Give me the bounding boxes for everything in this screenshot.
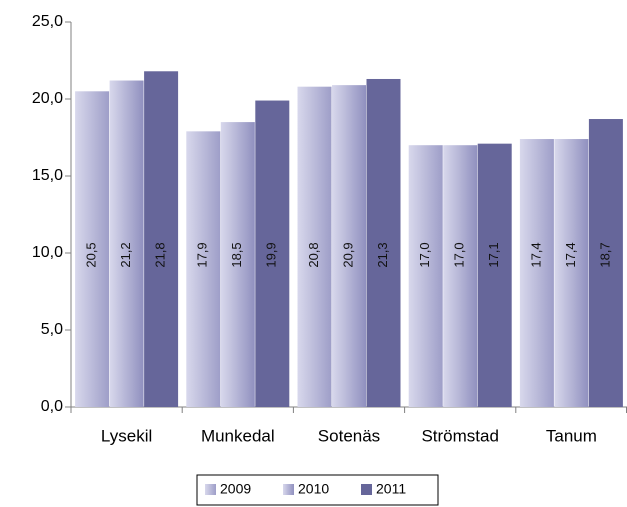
y-tick-label: 25,0 xyxy=(32,13,63,30)
value-label: 21,2 xyxy=(118,242,133,267)
x-tick-label: Tanum xyxy=(546,426,597,445)
legend-swatch xyxy=(205,484,216,495)
x-tick-label: Sotenäs xyxy=(318,426,380,445)
bar xyxy=(75,91,110,408)
legend-swatch xyxy=(283,484,294,495)
legend-label: 2010 xyxy=(298,481,329,497)
value-label: 21,3 xyxy=(375,242,390,267)
y-tick-label: 5,0 xyxy=(41,321,63,338)
bar xyxy=(408,145,443,407)
bar xyxy=(109,80,144,408)
value-label: 19,9 xyxy=(264,242,279,267)
bar xyxy=(554,139,589,408)
value-label: 17,9 xyxy=(195,242,210,267)
y-tick-label: 20,0 xyxy=(32,90,63,107)
bar xyxy=(220,122,255,407)
value-label: 17,1 xyxy=(486,242,501,267)
y-tick-label: 15,0 xyxy=(32,167,63,184)
x-tick-label: Munkedal xyxy=(201,426,275,445)
value-label: 18,5 xyxy=(229,242,244,267)
bar xyxy=(332,85,366,407)
legend-swatch xyxy=(361,484,372,495)
value-label: 17,0 xyxy=(452,242,467,267)
bar xyxy=(519,139,554,408)
bar xyxy=(443,145,478,407)
value-label: 21,8 xyxy=(153,242,168,267)
value-label: 17,0 xyxy=(417,242,432,267)
value-label: 17,4 xyxy=(528,242,543,267)
bar xyxy=(588,119,623,408)
value-label: 20,5 xyxy=(84,242,99,267)
value-label: 17,4 xyxy=(563,242,578,267)
x-tick-label: Strömstad xyxy=(421,426,498,445)
bar xyxy=(366,78,401,407)
value-label: 20,8 xyxy=(306,242,321,267)
legend-box xyxy=(196,474,439,506)
bar xyxy=(477,143,512,407)
legend-label: 2011 xyxy=(376,481,406,497)
x-tick-label: Lysekil xyxy=(101,426,152,445)
legend-label: 2009 xyxy=(220,481,251,497)
bar xyxy=(255,100,290,407)
y-tick-label: 0,0 xyxy=(41,398,63,415)
bar xyxy=(186,131,221,407)
y-tick-label: 10,0 xyxy=(32,244,63,261)
value-label: 20,9 xyxy=(340,242,355,267)
bar xyxy=(297,86,332,408)
bar xyxy=(144,71,179,407)
value-label: 18,7 xyxy=(597,242,612,267)
